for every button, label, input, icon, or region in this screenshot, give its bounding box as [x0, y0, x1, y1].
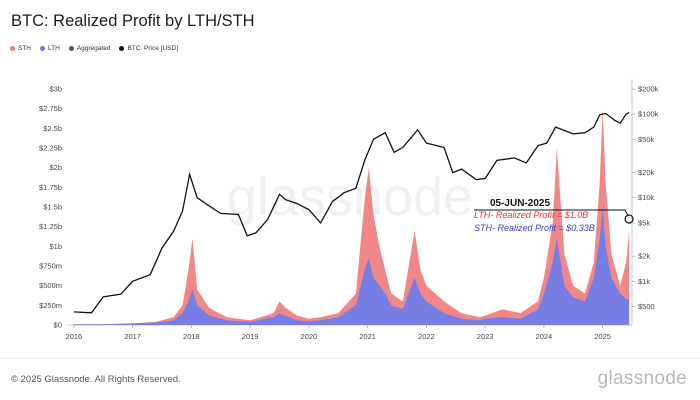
left-tick-label: $2.75b: [39, 104, 62, 113]
price-line: [73, 111, 630, 314]
left-tick-label: $250m: [39, 301, 62, 310]
copyright-text: © 2025 Glassnode. All Rights Reserved.: [11, 374, 181, 385]
annotation-date: 05-JUN-2025: [490, 198, 550, 209]
x-tick-label: 2017: [124, 332, 141, 341]
x-tick-label: 2024: [536, 332, 553, 341]
legend-label-aggregated: Aggregated: [76, 45, 111, 52]
footer-divider: [0, 358, 700, 359]
sth-swatch-icon: [10, 46, 15, 51]
legend-item-lth[interactable]: LTH: [40, 45, 60, 52]
right-tick-label: $500: [638, 302, 655, 311]
chart-title: BTC: Realized Profit by LTH/STH: [11, 12, 255, 30]
left-tick-label: $500m: [39, 281, 62, 290]
lth-area: [73, 207, 630, 325]
legend-label-lth: LTH: [48, 45, 60, 52]
legend-label-sth: STH: [18, 45, 31, 52]
x-tick-label: 2022: [418, 332, 435, 341]
left-tick-label: $2.5b: [43, 124, 62, 133]
right-tick-label: $100k: [638, 110, 659, 119]
right-tick-label: $2k: [638, 252, 650, 261]
x-tick-label: 2019: [242, 332, 259, 341]
left-tick-label: $1.75b: [39, 183, 62, 192]
left-tick-label: $1.5b: [43, 203, 62, 212]
left-tick-label: $750m: [39, 262, 62, 271]
x-tick-label: 2016: [66, 332, 83, 341]
right-tick-label: $50k: [638, 135, 655, 144]
x-tick-label: 2025: [594, 332, 611, 341]
right-tick-label: $1k: [638, 277, 650, 286]
right-tick-label: $20k: [638, 168, 655, 177]
aggregated-swatch-icon: [68, 46, 74, 51]
x-tick-label: 2018: [183, 332, 200, 341]
price-swatch-icon: [119, 46, 125, 51]
x-tick-label: 2023: [477, 332, 494, 341]
legend-item-price[interactable]: BTC: Price [USD]: [119, 45, 178, 52]
annotation-marker-icon: [624, 214, 634, 224]
legend: STH LTH Aggregated BTC: Price [USD]: [10, 45, 178, 52]
watermark-text: glassnode: [227, 167, 473, 227]
left-tick-label: $3b: [49, 85, 62, 94]
legend-item-sth[interactable]: STH: [10, 45, 31, 52]
lth-swatch-icon: [40, 46, 45, 51]
legend-label-price: BTC: Price [USD]: [127, 45, 178, 52]
right-tick-label: $200k: [638, 85, 659, 94]
annotation-sth-value: STH- Realized Profit = $0.33B: [474, 223, 595, 233]
x-tick-label: 2020: [301, 332, 318, 341]
right-tick-label: $10k: [638, 193, 655, 202]
brand-logo: glassnode: [597, 368, 687, 389]
left-tick-label: $0: [54, 321, 62, 330]
left-tick-label: $1.25b: [39, 222, 62, 231]
annotation-lth-value: LTH- Realized Profit = $1.0B: [474, 210, 588, 220]
x-tick-label: 2021: [359, 332, 376, 341]
left-tick-label: $2.25b: [39, 144, 62, 153]
left-tick-label: $1b: [49, 242, 62, 251]
legend-item-aggregated[interactable]: Aggregated: [68, 45, 111, 52]
left-tick-label: $2b: [49, 163, 62, 172]
right-tick-label: $5k: [638, 218, 650, 227]
